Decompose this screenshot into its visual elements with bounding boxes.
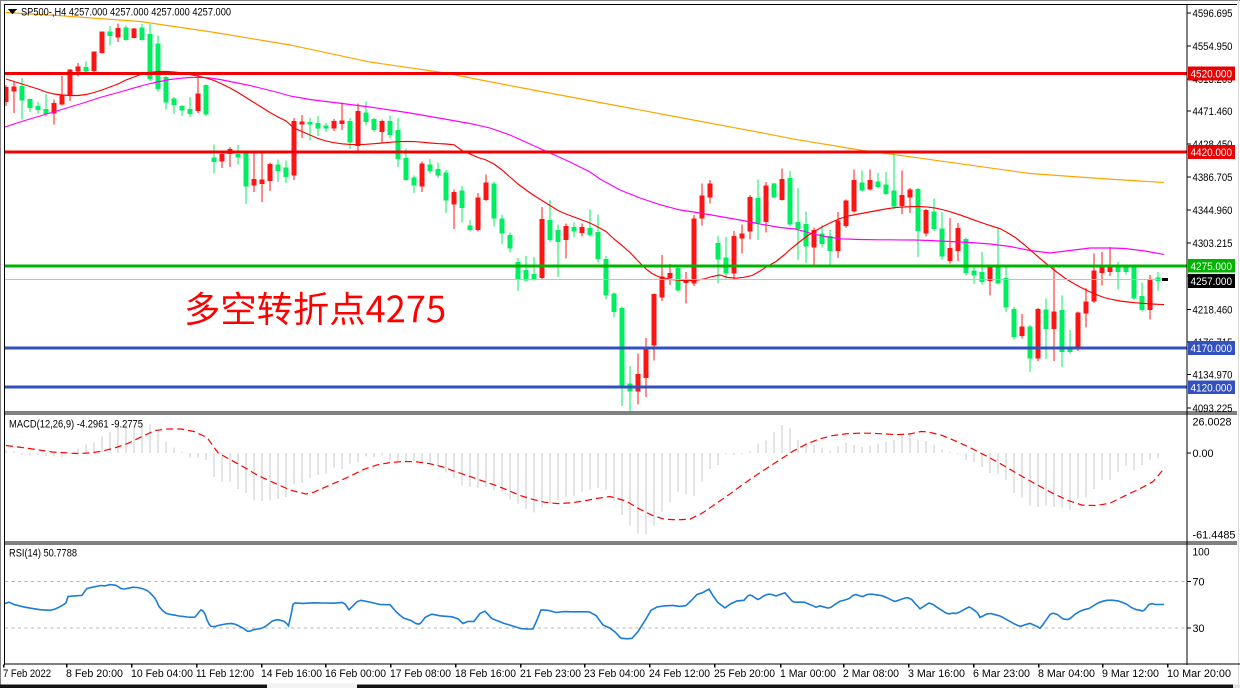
svg-text:10 Mar 20:00: 10 Mar 20:00	[1167, 668, 1231, 680]
svg-text:0.00: 0.00	[1193, 448, 1214, 460]
svg-text:4420.000: 4420.000	[1191, 147, 1233, 159]
svg-text:-61.4485: -61.4485	[1193, 530, 1236, 542]
svg-text:30: 30	[1193, 623, 1205, 635]
svg-text:26.0028: 26.0028	[1193, 417, 1232, 429]
svg-text:3 Mar 16:00: 3 Mar 16:00	[908, 668, 965, 680]
svg-text:14 Feb 16:00: 14 Feb 16:00	[261, 668, 322, 680]
svg-text:SP500-,H4 4257.000 4257.000 4: SP500-,H4 4257.000 4257.000 4257.000 425…	[21, 7, 231, 19]
svg-text:24 Feb 12:00: 24 Feb 12:00	[649, 668, 710, 680]
svg-text:4554.950: 4554.950	[1193, 41, 1233, 53]
svg-text:4344.960: 4344.960	[1193, 205, 1233, 217]
svg-text:16 Feb 00:00: 16 Feb 00:00	[325, 668, 386, 680]
svg-text:2 Mar 08:00: 2 Mar 08:00	[843, 668, 899, 680]
svg-text:4134.970: 4134.970	[1193, 370, 1233, 382]
svg-text:4386.705: 4386.705	[1193, 172, 1233, 184]
svg-text:4520.000: 4520.000	[1191, 69, 1233, 81]
svg-text:100: 100	[1193, 546, 1210, 558]
svg-text:70: 70	[1193, 577, 1205, 589]
svg-text:8 Mar 04:00: 8 Mar 04:00	[1038, 668, 1095, 680]
svg-text:RSI(14) 50.7788: RSI(14) 50.7788	[9, 548, 77, 560]
svg-text:21 Feb 23:00: 21 Feb 23:00	[520, 668, 581, 680]
svg-text:4170.000: 4170.000	[1191, 343, 1233, 355]
svg-text:4596.695: 4596.695	[1193, 8, 1233, 20]
svg-text:18 Feb 16:00: 18 Feb 16:00	[455, 668, 516, 680]
svg-text:4120.000: 4120.000	[1191, 382, 1233, 394]
svg-text:10 Feb 04:00: 10 Feb 04:00	[131, 668, 193, 680]
svg-text:25 Feb 20:00: 25 Feb 20:00	[714, 668, 775, 680]
svg-text:MACD(12,26,9) -4.2961 -9.2775: MACD(12,26,9) -4.2961 -9.2775	[9, 419, 143, 431]
svg-text:17 Feb 08:00: 17 Feb 08:00	[390, 668, 451, 680]
svg-text:4093.225: 4093.225	[1193, 403, 1233, 415]
svg-text:4303.215: 4303.215	[1193, 238, 1233, 250]
svg-text:8 Feb 20:00: 8 Feb 20:00	[66, 668, 123, 680]
svg-text:11 Feb 12:00: 11 Feb 12:00	[196, 668, 254, 680]
svg-text:6 Mar 23:00: 6 Mar 23:00	[973, 668, 1030, 680]
svg-text:4257.000: 4257.000	[1191, 276, 1233, 288]
svg-text:23 Feb 04:00: 23 Feb 04:00	[584, 668, 645, 680]
svg-text:4218.460: 4218.460	[1193, 305, 1233, 317]
svg-text:7 Feb 2022: 7 Feb 2022	[3, 668, 51, 680]
svg-text:4471.460: 4471.460	[1193, 106, 1233, 118]
svg-text:4275.000: 4275.000	[1191, 261, 1233, 273]
svg-text:9 Mar 12:00: 9 Mar 12:00	[1102, 668, 1159, 680]
svg-text:1 Mar 00:00: 1 Mar 00:00	[780, 668, 836, 680]
